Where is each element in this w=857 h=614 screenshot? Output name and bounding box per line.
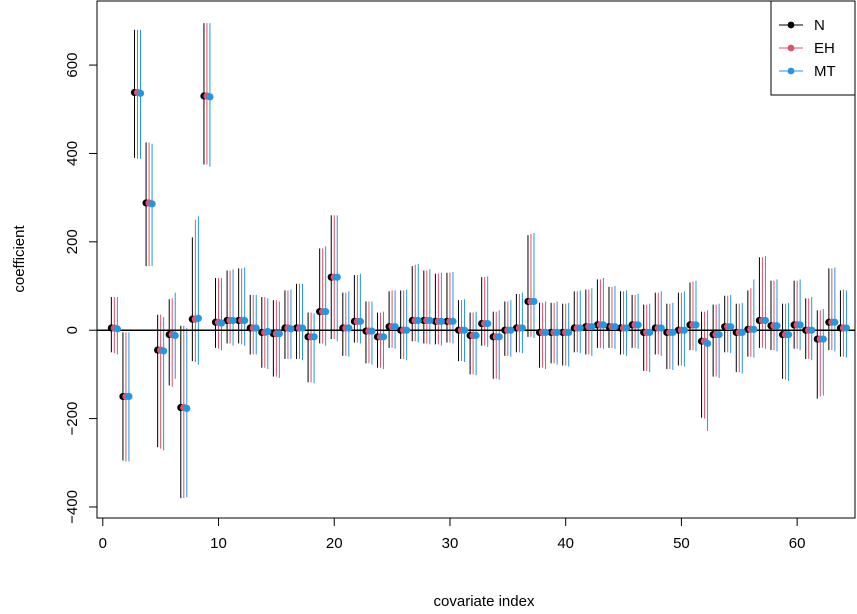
point-mt-8 — [194, 314, 202, 322]
point-layer — [107, 88, 851, 413]
point-mt-41 — [576, 324, 584, 332]
point-mt-63 — [831, 318, 839, 326]
point-mt-30 — [449, 317, 457, 325]
point-mt-61 — [808, 326, 816, 334]
point-mt-52 — [703, 339, 712, 348]
point-mt-13 — [252, 324, 260, 332]
y-tick-label-200: 200 — [64, 229, 81, 254]
legend-label-mt: MT — [814, 63, 836, 80]
y-tick-label--200: −200 — [64, 402, 81, 436]
x-tick-label-10: 10 — [210, 535, 227, 552]
point-mt-39 — [553, 328, 561, 337]
legend-label-n: N — [814, 17, 825, 34]
point-mt-11 — [229, 316, 237, 325]
point-mt-4 — [148, 200, 156, 208]
x-tick-label-50: 50 — [673, 535, 690, 552]
point-mt-45 — [622, 324, 631, 332]
y-tick-label-600: 600 — [64, 53, 81, 78]
y-axis: −400 −200 0 200 400 600 — [64, 53, 98, 524]
point-mt-6 — [171, 331, 179, 340]
point-mt-33 — [484, 319, 492, 328]
point-mt-28 — [426, 316, 434, 325]
point-mt-44 — [611, 323, 619, 331]
legend-label-eh: EH — [814, 40, 835, 57]
errorbar-layer — [110, 23, 847, 499]
point-mt-14 — [264, 327, 272, 336]
point-mt-24 — [379, 333, 388, 341]
point-mt-60 — [796, 321, 804, 329]
point-mt-29 — [437, 317, 445, 325]
point-mt-47 — [646, 328, 654, 337]
x-tick-label-20: 20 — [326, 535, 343, 552]
point-mt-27 — [414, 316, 422, 325]
point-mt-54 — [727, 323, 735, 331]
point-mt-16 — [287, 325, 295, 333]
x-tick-label-40: 40 — [557, 535, 574, 552]
point-mt-58 — [773, 322, 781, 330]
point-mt-15 — [275, 330, 283, 338]
legend-marker-eh — [787, 44, 795, 52]
point-mt-49 — [669, 328, 677, 337]
y-tick-label-400: 400 — [64, 141, 81, 166]
point-mt-23 — [368, 327, 376, 335]
point-mt-20 — [333, 273, 341, 281]
y-tick-label-0: 0 — [64, 326, 81, 334]
point-mt-5 — [160, 347, 168, 355]
point-mt-62 — [819, 335, 827, 343]
point-mt-40 — [565, 328, 573, 337]
point-mt-32 — [472, 331, 480, 340]
x-tick-label-30: 30 — [442, 535, 459, 552]
point-mt-17 — [298, 324, 307, 332]
point-mt-19 — [322, 308, 330, 316]
x-tick-label-0: 0 — [99, 535, 107, 552]
point-mt-26 — [403, 326, 411, 334]
point-mt-38 — [541, 328, 550, 337]
point-mt-51 — [692, 321, 700, 329]
point-mt-50 — [680, 326, 689, 334]
point-mt-36 — [518, 324, 526, 332]
point-mt-35 — [507, 326, 515, 334]
point-mt-34 — [495, 333, 503, 341]
point-mt-25 — [391, 323, 399, 331]
point-mt-9 — [206, 93, 214, 101]
point-mt-12 — [241, 316, 249, 325]
y-tick-label--400: −400 — [64, 490, 81, 524]
point-mt-53 — [715, 331, 723, 339]
plot-frame — [96, 0, 856, 519]
point-mt-46 — [634, 321, 642, 329]
point-mt-2 — [125, 392, 133, 401]
point-mt-42 — [588, 323, 596, 331]
point-mt-22 — [356, 317, 364, 325]
point-mt-64 — [842, 324, 851, 332]
x-axis-title: covariate index — [434, 593, 535, 610]
x-tick-label-60: 60 — [789, 535, 806, 552]
point-mt-7 — [183, 404, 191, 413]
point-mt-21 — [345, 324, 353, 332]
point-mt-56 — [750, 325, 758, 333]
x-axis: 0 10 20 30 40 50 60 — [99, 517, 806, 552]
point-mt-10 — [217, 319, 226, 327]
legend-marker-n — [787, 21, 795, 29]
point-mt-18 — [310, 333, 318, 341]
y-axis-title: coefficient — [11, 225, 28, 293]
legend: N EH MT — [770, 0, 856, 96]
legend-marker-mt — [787, 67, 795, 75]
point-mt-1 — [113, 325, 121, 333]
point-mt-57 — [761, 316, 770, 325]
point-mt-48 — [657, 324, 665, 332]
point-mt-3 — [136, 89, 145, 97]
point-mt-59 — [784, 331, 793, 339]
point-mt-43 — [599, 321, 608, 329]
point-mt-31 — [460, 326, 469, 334]
point-mt-55 — [738, 328, 746, 337]
point-mt-37 — [530, 297, 538, 306]
